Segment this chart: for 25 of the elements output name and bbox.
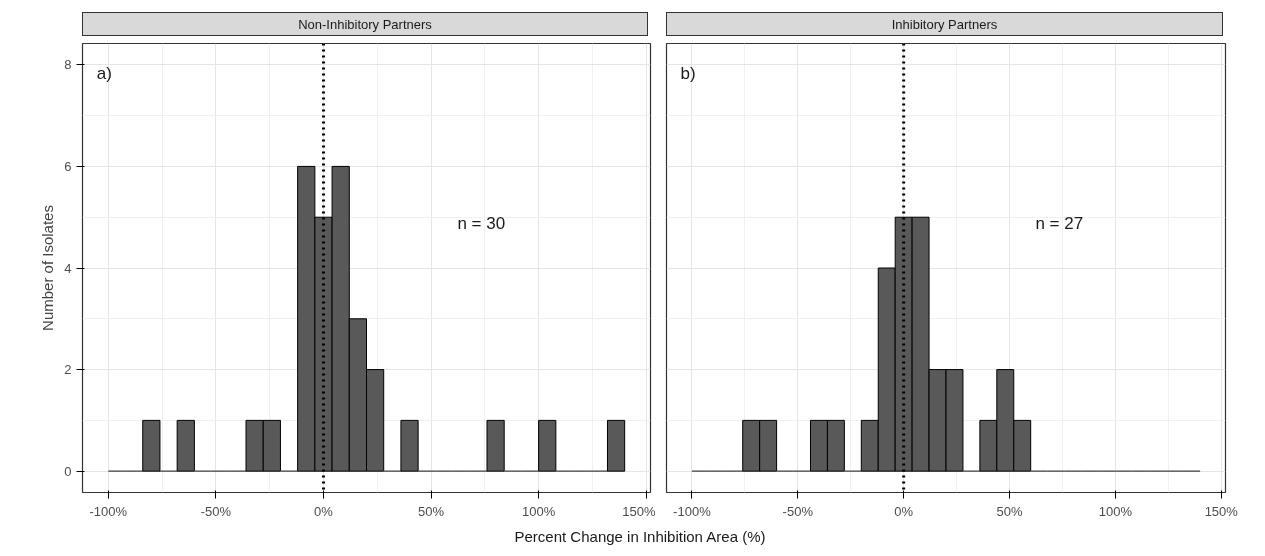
annotation: n = 30 xyxy=(457,213,506,233)
y-tick-label: 0 xyxy=(64,463,72,479)
y-tick-label: 8 xyxy=(64,57,72,73)
x-tick-label: 0% xyxy=(314,503,334,519)
x-tick-label: 100% xyxy=(1098,503,1133,519)
x-tick-label: -50% xyxy=(200,503,232,519)
x-tick-label: 0% xyxy=(894,503,914,519)
chart-title: Inhibitory Partners xyxy=(891,16,998,34)
annotation: a) xyxy=(96,63,112,83)
x-axis-title: Percent Change in Inhibition Area (%) xyxy=(514,527,766,547)
annotation: b) xyxy=(680,63,696,83)
y-tick-label: 4 xyxy=(64,260,72,276)
x-tick-label: -100% xyxy=(673,503,712,519)
x-tick-label: 50% xyxy=(418,503,445,519)
y-tick-label: 2 xyxy=(64,362,72,378)
chart-title: Non-Inhibitory Partners xyxy=(298,16,432,34)
x-tick-label: -50% xyxy=(782,503,814,519)
x-tick-label: -100% xyxy=(89,503,128,519)
y-tick-label: 6 xyxy=(64,158,72,174)
x-tick-label: 100% xyxy=(522,503,556,519)
x-tick-label: 150% xyxy=(1204,503,1239,519)
x-tick-label: 150% xyxy=(622,503,656,519)
y-axis-title: Number of Isolates xyxy=(39,205,57,331)
x-tick-label: 50% xyxy=(996,503,1023,519)
annotation: n = 27 xyxy=(1035,213,1084,233)
